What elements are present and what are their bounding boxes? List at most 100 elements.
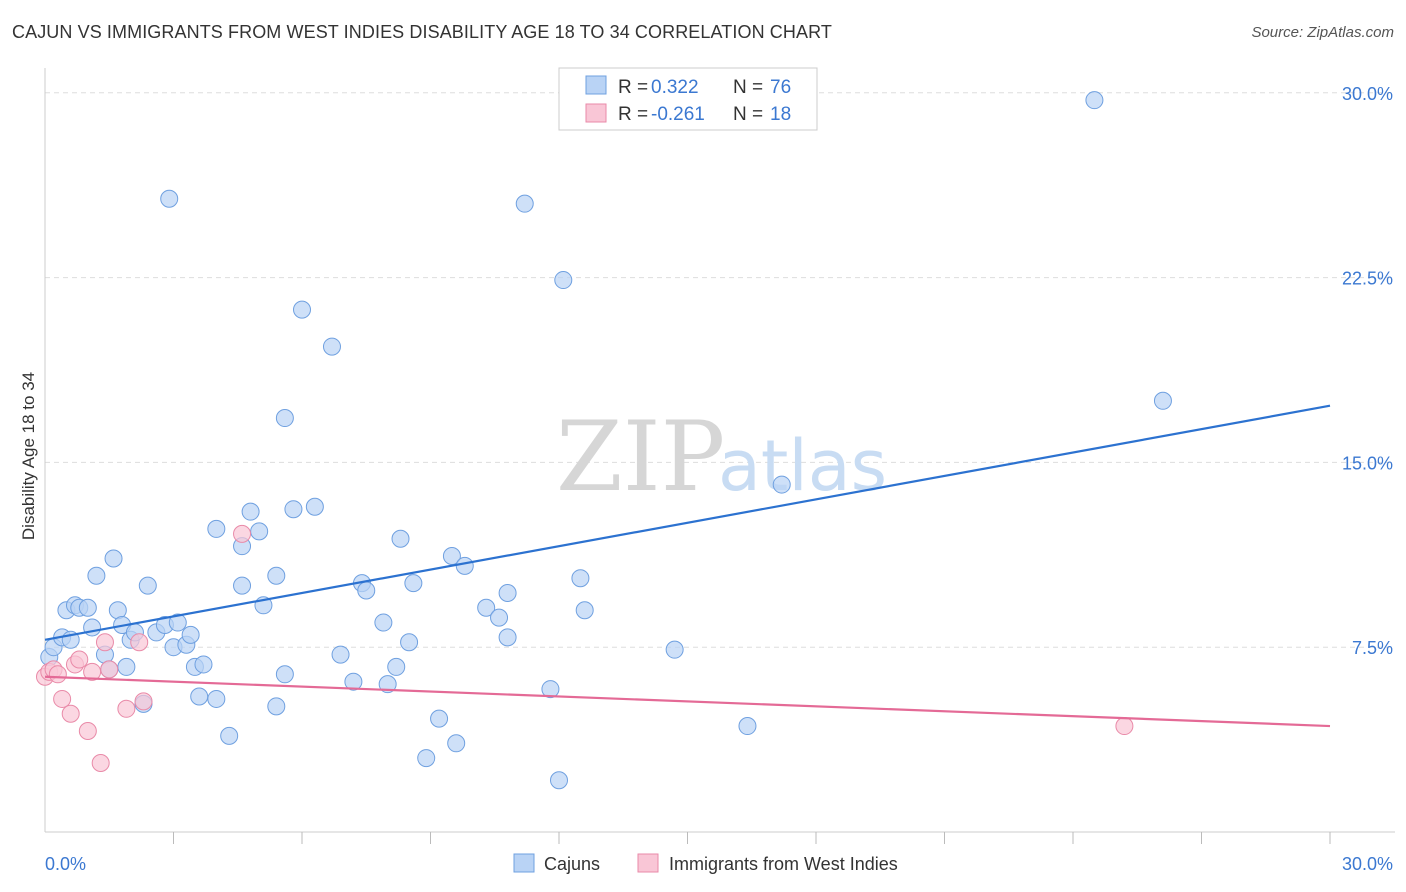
legend-stats: R = 0.322 N = 76 R = -0.261 N = 18	[558, 67, 818, 131]
trend-lines	[44, 404, 1331, 728]
grid-lines	[45, 92, 1395, 648]
data-point-cajuns	[220, 726, 239, 745]
data-point-cajuns	[190, 687, 209, 706]
y-tick-label: 15.0%	[1342, 453, 1393, 473]
data-point-cajuns	[275, 409, 294, 428]
data-point-west-indies	[130, 633, 149, 652]
data-point-cajuns	[515, 194, 534, 213]
legend-n-value: 18	[770, 104, 791, 125]
data-point-cajuns	[87, 566, 106, 585]
y-tick-label: 22.5%	[1342, 269, 1393, 289]
watermark-zip: ZIP	[556, 401, 725, 513]
data-point-cajuns	[104, 549, 123, 568]
data-point-west-indies	[233, 524, 252, 543]
data-point-cajuns	[498, 628, 517, 647]
data-point-cajuns	[541, 680, 560, 699]
data-point-cajuns	[194, 655, 213, 674]
data-point-cajuns	[322, 337, 341, 356]
data-point-cajuns	[447, 734, 466, 753]
data-point-cajuns	[207, 689, 226, 708]
data-point-cajuns	[207, 519, 226, 538]
legend-n-label: N =	[733, 104, 763, 125]
trend-line-cajuns	[44, 404, 1331, 641]
watermark: ZIP atlas	[556, 401, 887, 513]
data-point-west-indies	[134, 692, 153, 711]
y-tick-labels: 7.5% 15.0% 22.5% 30.0%	[1342, 84, 1393, 658]
data-point-cajuns	[391, 529, 410, 548]
data-point-cajuns	[117, 657, 136, 676]
data-point-cajuns	[477, 598, 496, 617]
legend-series: Cajuns Immigrants from West Indies	[513, 853, 898, 874]
data-point-west-indies	[91, 754, 110, 773]
data-point-cajuns	[275, 665, 294, 684]
data-point-cajuns	[250, 522, 269, 541]
data-point-west-indies	[117, 699, 136, 718]
legend-r-value: 0.322	[651, 77, 699, 98]
data-point-west-indies	[95, 633, 114, 652]
data-point-cajuns	[267, 566, 286, 585]
data-point-cajuns	[160, 189, 179, 208]
data-point-cajuns	[378, 675, 397, 694]
data-point-cajuns	[293, 300, 311, 319]
trend-line-west-indies	[44, 675, 1331, 728]
series-west-indies-points	[36, 524, 1134, 773]
data-point-cajuns	[374, 613, 393, 632]
data-point-cajuns	[575, 601, 594, 620]
data-point-cajuns	[233, 576, 252, 595]
data-point-cajuns	[1153, 391, 1172, 410]
legend-item-cajuns: Cajuns	[544, 854, 600, 874]
x-tick-label: 30.0%	[1342, 854, 1393, 874]
legend-swatch-blue	[585, 75, 607, 95]
data-point-cajuns	[181, 625, 200, 644]
legend-r-value: -0.261	[651, 104, 705, 125]
y-tick-label: 7.5%	[1352, 638, 1393, 658]
watermark-atlas: atlas	[718, 425, 887, 507]
data-point-cajuns	[387, 657, 406, 676]
legend-item-west-indies-swatch	[637, 853, 659, 873]
data-point-west-indies	[53, 689, 72, 708]
y-tick-label: 30.0%	[1342, 84, 1393, 104]
series-cajuns-points	[40, 91, 1172, 790]
data-point-cajuns	[404, 574, 423, 593]
data-point-cajuns	[498, 583, 517, 602]
data-point-cajuns	[331, 645, 350, 664]
data-point-cajuns	[78, 598, 97, 617]
data-point-cajuns	[83, 618, 102, 637]
legend-r-label: R =	[618, 104, 648, 125]
data-point-cajuns	[241, 502, 260, 521]
data-point-cajuns	[400, 633, 419, 652]
data-point-cajuns	[772, 475, 791, 494]
legend-item-cajuns-swatch	[513, 853, 535, 873]
legend-n-label: N =	[733, 77, 763, 98]
data-point-cajuns	[554, 271, 573, 290]
data-point-cajuns	[417, 749, 436, 768]
data-point-cajuns	[738, 717, 757, 736]
data-point-cajuns	[357, 581, 376, 600]
data-point-cajuns	[490, 608, 509, 627]
data-point-west-indies	[100, 660, 119, 679]
y-axis-label: Disability Age 18 to 34	[19, 372, 38, 540]
x-tick-labels: 0.0% 30.0%	[45, 854, 1393, 874]
data-point-west-indies	[48, 665, 67, 684]
legend-item-west-indies: Immigrants from West Indies	[669, 854, 898, 874]
x-tick-label: 0.0%	[45, 854, 86, 874]
data-point-west-indies	[78, 721, 97, 740]
data-point-cajuns	[442, 547, 461, 566]
data-point-cajuns	[344, 672, 363, 691]
data-point-west-indies	[61, 704, 80, 723]
data-point-west-indies	[1115, 717, 1134, 736]
data-point-cajuns	[305, 497, 324, 516]
data-point-cajuns	[284, 500, 303, 519]
data-point-cajuns	[455, 556, 474, 575]
legend-n-value: 76	[770, 77, 791, 98]
data-point-cajuns	[267, 697, 286, 716]
data-point-cajuns	[168, 613, 187, 632]
data-point-cajuns	[665, 640, 684, 659]
data-point-cajuns	[138, 576, 157, 595]
data-point-cajuns	[571, 569, 590, 588]
legend-r-label: R =	[618, 77, 648, 98]
chart-title: CAJUN VS IMMIGRANTS FROM WEST INDIES DIS…	[12, 22, 832, 42]
axes	[44, 68, 1395, 844]
data-point-west-indies	[70, 650, 89, 669]
